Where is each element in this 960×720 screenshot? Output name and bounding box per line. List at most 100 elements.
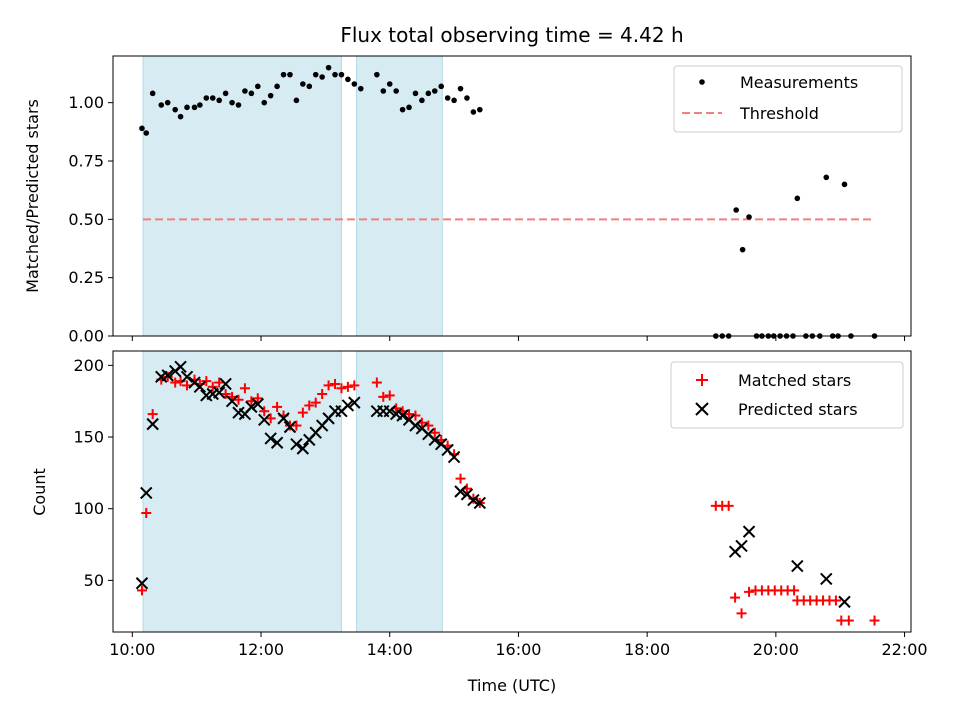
predicted-star-point [409, 419, 422, 432]
measurement-point [191, 104, 198, 111]
ratio-panel-frame [112, 55, 912, 337]
matched-star-point [272, 401, 283, 412]
matched-star-point [239, 383, 250, 394]
x-tick-label: 22:00 [882, 640, 928, 659]
predicted-star-point [283, 420, 297, 434]
measurement-point [164, 99, 171, 106]
measurement-point [184, 104, 190, 111]
matched-star-point [843, 615, 854, 626]
y-tick-label: 50 [84, 571, 104, 590]
measurement-point [386, 81, 393, 87]
measurement-point [477, 106, 483, 113]
matched-star-point [830, 595, 841, 606]
predicted-star-point [277, 412, 290, 425]
matched-star-point [252, 393, 263, 404]
legend-matched-label: Matched stars [738, 371, 851, 390]
ratio-legend: Measurements Threshold [673, 65, 903, 133]
predicted-star-point [791, 559, 804, 573]
observing-windows [142, 55, 443, 337]
predicted-star-point [473, 496, 487, 510]
y-tick-label: 0.00 [68, 327, 104, 346]
matched-star-point [317, 389, 328, 400]
predicted-star-point [140, 486, 153, 500]
predicted-star-point [270, 436, 284, 449]
x-axis-label: Time (UTC) [467, 676, 556, 695]
predicted-star-point [219, 377, 232, 391]
measurement-point [267, 92, 274, 99]
measurement-point [438, 83, 445, 90]
measurement-point [300, 81, 306, 87]
x-tick-label: 10:00 [109, 640, 155, 659]
observing-windows-count [142, 350, 443, 633]
measurement-point [274, 83, 280, 90]
y-tick-label: 1.00 [68, 93, 104, 112]
predicted-star-point [820, 572, 833, 586]
measurement-point [149, 90, 156, 97]
measurement-point [312, 71, 319, 78]
measurement-point [177, 113, 184, 120]
legend-threshold-label: Threshold [739, 104, 819, 123]
count-y-axis-label: Count [30, 468, 49, 516]
predicted-star-point [225, 394, 239, 408]
predicted-star-point [290, 437, 303, 451]
legend-measurements-marker [699, 79, 705, 85]
measurement-point [823, 174, 830, 181]
x-tick-label: 14:00 [367, 640, 413, 659]
matched-star-point [259, 406, 270, 417]
matched-star-point [378, 391, 389, 402]
predicted-star-point [251, 397, 265, 411]
matched-star-point [736, 608, 747, 619]
measurement-point [739, 246, 746, 253]
measurement-point [139, 125, 145, 132]
ratio-y-axis-label: Matched/Predicted stars [23, 99, 42, 293]
predicted-star-point [245, 400, 258, 414]
measurement-point [841, 181, 848, 188]
measurement-point [380, 88, 387, 94]
measurement-point [293, 97, 300, 104]
measurement-point [254, 83, 261, 90]
matched-star-point [207, 381, 218, 392]
measurement-point [399, 106, 406, 113]
matched-star-point [304, 400, 315, 411]
measurement-point [287, 71, 293, 78]
matched-star-point [147, 409, 158, 420]
measurement-point [248, 90, 255, 97]
count-panel: 10:00 12:00 14:00 16:00 18:00 20:00 22:00 50 10… [30, 350, 928, 695]
y-tick-label: 0.75 [68, 152, 104, 171]
matched-star-point [336, 383, 347, 394]
matched-star-point [869, 615, 880, 626]
measurement-point [746, 214, 752, 220]
predicted-star-point [454, 485, 467, 498]
count-panel-frame [112, 350, 912, 633]
y-tick-label: 200 [73, 356, 104, 375]
measurement-point [393, 88, 399, 94]
matched-star-point [291, 420, 302, 431]
matched-star-point [730, 592, 741, 603]
predicted-star-point [735, 539, 748, 553]
predicted-star-point [838, 595, 851, 609]
matched-star-point [265, 413, 276, 424]
count-legend: Matched stars Predicted stars [670, 361, 904, 429]
matched-star-point [384, 390, 395, 401]
predicted-star-point [396, 409, 409, 422]
x-tick-label: 12:00 [238, 640, 284, 659]
matched-star-point [220, 389, 231, 400]
legend-measurements-label: Measurements [740, 73, 858, 92]
matched-star-point [136, 585, 147, 596]
measurement-point [261, 99, 268, 106]
y-tick-label: 100 [73, 499, 104, 518]
measurement-point [158, 102, 165, 108]
measurement-point [374, 71, 380, 78]
measurement-point [197, 102, 203, 108]
y-tick-label: 0.25 [68, 268, 104, 287]
ratio-y-ticks: 0.00 0.25 0.50 0.75 1.00 [68, 93, 113, 346]
y-tick-label: 0.50 [68, 210, 104, 229]
ratio-panel: 0.00 0.25 0.50 0.75 1.00 Flux total observin… [23, 23, 912, 346]
matched-star-point [141, 508, 152, 519]
matched-star-point [789, 585, 800, 596]
legend-predicted-marker [695, 402, 709, 416]
predicted-star-point [742, 525, 756, 538]
measurement-point [412, 90, 419, 97]
ratio-legend-box [673, 65, 903, 133]
